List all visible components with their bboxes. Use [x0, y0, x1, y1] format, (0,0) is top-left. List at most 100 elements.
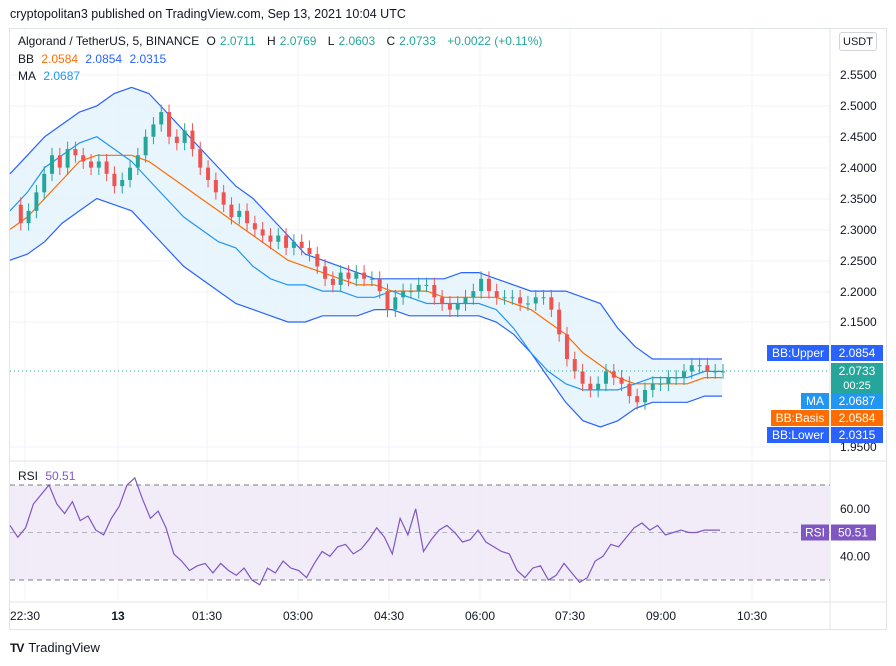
candle-body	[260, 229, 265, 236]
time-tick-label: 13	[111, 609, 125, 623]
ma-tag-name: MA	[806, 394, 824, 408]
publisher-caption: cryptopolitan3 published on TradingView.…	[10, 7, 406, 21]
candle-body	[385, 291, 390, 310]
candle-body	[221, 192, 226, 205]
l-label: L 2.0603	[328, 34, 379, 48]
candle-body	[346, 272, 351, 279]
price-tick-label: 2.2000	[840, 285, 877, 299]
candle-body	[252, 223, 257, 230]
candle-body	[96, 161, 101, 168]
candle-body	[588, 383, 593, 390]
c-value: 2.0733	[399, 34, 436, 48]
candle-body	[112, 173, 117, 187]
candle-body	[73, 149, 78, 156]
bb-lower-tag-value: 2.0315	[839, 428, 876, 442]
candle-body	[245, 210, 250, 224]
last-price-value: 2.0733	[839, 364, 876, 378]
ma-legend: MA 2.0687	[18, 69, 84, 83]
time-tick-label: 04:30	[374, 609, 404, 623]
candle-body	[159, 112, 164, 125]
bb-upper-tag-name: BB:Upper	[772, 346, 824, 360]
candle-body	[57, 155, 62, 168]
unit-button[interactable]: USDT	[839, 32, 877, 51]
candle-body	[182, 130, 187, 143]
price-tick-label: 2.3500	[840, 192, 877, 206]
candle-body	[611, 371, 616, 378]
candle-body	[463, 297, 468, 304]
candle-body	[564, 334, 569, 360]
bb-legend: BB 2.0584 2.0854 2.0315	[18, 52, 170, 66]
time-tick-label: 01:30	[192, 609, 222, 623]
candle-body	[206, 167, 211, 180]
bb-basis-value: 2.0584	[41, 52, 79, 66]
candle-body	[674, 377, 679, 379]
price-tick-label: 2.3000	[840, 223, 877, 237]
c-key: C	[386, 34, 396, 48]
candle-body	[323, 266, 328, 279]
candle-body	[369, 278, 374, 280]
candle-body	[354, 272, 359, 279]
candle-body	[362, 272, 367, 279]
bb-basis-tag-name-box	[771, 410, 829, 426]
candle-body	[50, 155, 55, 174]
candle-body	[120, 179, 125, 187]
ma-tag-name-box	[801, 393, 829, 409]
rsi-tag-name: RSI	[805, 526, 825, 540]
candle-body	[229, 204, 234, 218]
candle-body	[510, 297, 515, 299]
candle-body	[572, 359, 577, 372]
rsi-legend: RSI 50.51	[18, 469, 79, 483]
rsi-tick-label: 40.00	[840, 549, 870, 563]
tradingview-logo-icon: TV	[10, 640, 24, 655]
candle-body	[721, 371, 725, 373]
candle-body	[486, 278, 491, 292]
candle-body	[705, 365, 710, 372]
bb-lower-tag-value-box	[831, 427, 883, 443]
rsi-value: 50.51	[45, 469, 76, 483]
candle-body	[26, 210, 31, 224]
ohlc-legend: Algorand / TetherUS, 5, BINANCE O 2.0711 …	[18, 34, 546, 48]
candle-body	[338, 272, 343, 285]
ma-line	[9, 136, 722, 391]
candle-body	[190, 130, 195, 150]
bb-basis-tag-value-box	[831, 410, 883, 426]
price-tick-label: 1.9500	[840, 440, 877, 454]
bb-upper-tag-name-box	[767, 345, 829, 361]
bb-lower-tag-name-box	[767, 427, 829, 443]
change-value: +0.0022 (+0.11%)	[447, 34, 543, 48]
bb-fill	[10, 87, 722, 428]
candle-body	[104, 161, 109, 174]
candle-body	[697, 365, 702, 367]
candle-body	[635, 396, 640, 403]
candle-body	[237, 210, 242, 218]
candle-body	[89, 161, 94, 168]
candle-body	[291, 241, 296, 248]
candle-body	[619, 377, 624, 384]
symbol-label: Algorand / TetherUS, 5, BINANCE	[18, 34, 200, 48]
candle-body	[642, 389, 647, 403]
candle-body	[167, 112, 172, 137]
candle-body	[34, 192, 39, 211]
price-tick-label: 2.5500	[840, 68, 877, 82]
candle-body	[135, 155, 140, 168]
candle-body	[424, 284, 429, 286]
candle-body	[557, 309, 562, 335]
last-price-box	[831, 363, 883, 393]
bb-lower-line	[9, 197, 722, 428]
candle-body	[627, 383, 632, 397]
ma-value: 2.0687	[43, 69, 81, 83]
footer-brand: TV TradingView	[10, 640, 100, 655]
candle-body	[596, 383, 601, 390]
time-tick-label: 06:00	[465, 609, 495, 623]
candle-body	[479, 278, 484, 292]
ma-tag-value: 2.0687	[839, 394, 876, 408]
candle-body	[713, 371, 718, 373]
candle-body	[18, 204, 23, 224]
candle-body	[502, 297, 507, 299]
time-tick-label: 07:30	[555, 609, 585, 623]
candle-body	[666, 377, 671, 384]
candle-body	[268, 235, 273, 242]
ma-key: MA	[18, 69, 36, 83]
candle-body	[401, 291, 406, 298]
